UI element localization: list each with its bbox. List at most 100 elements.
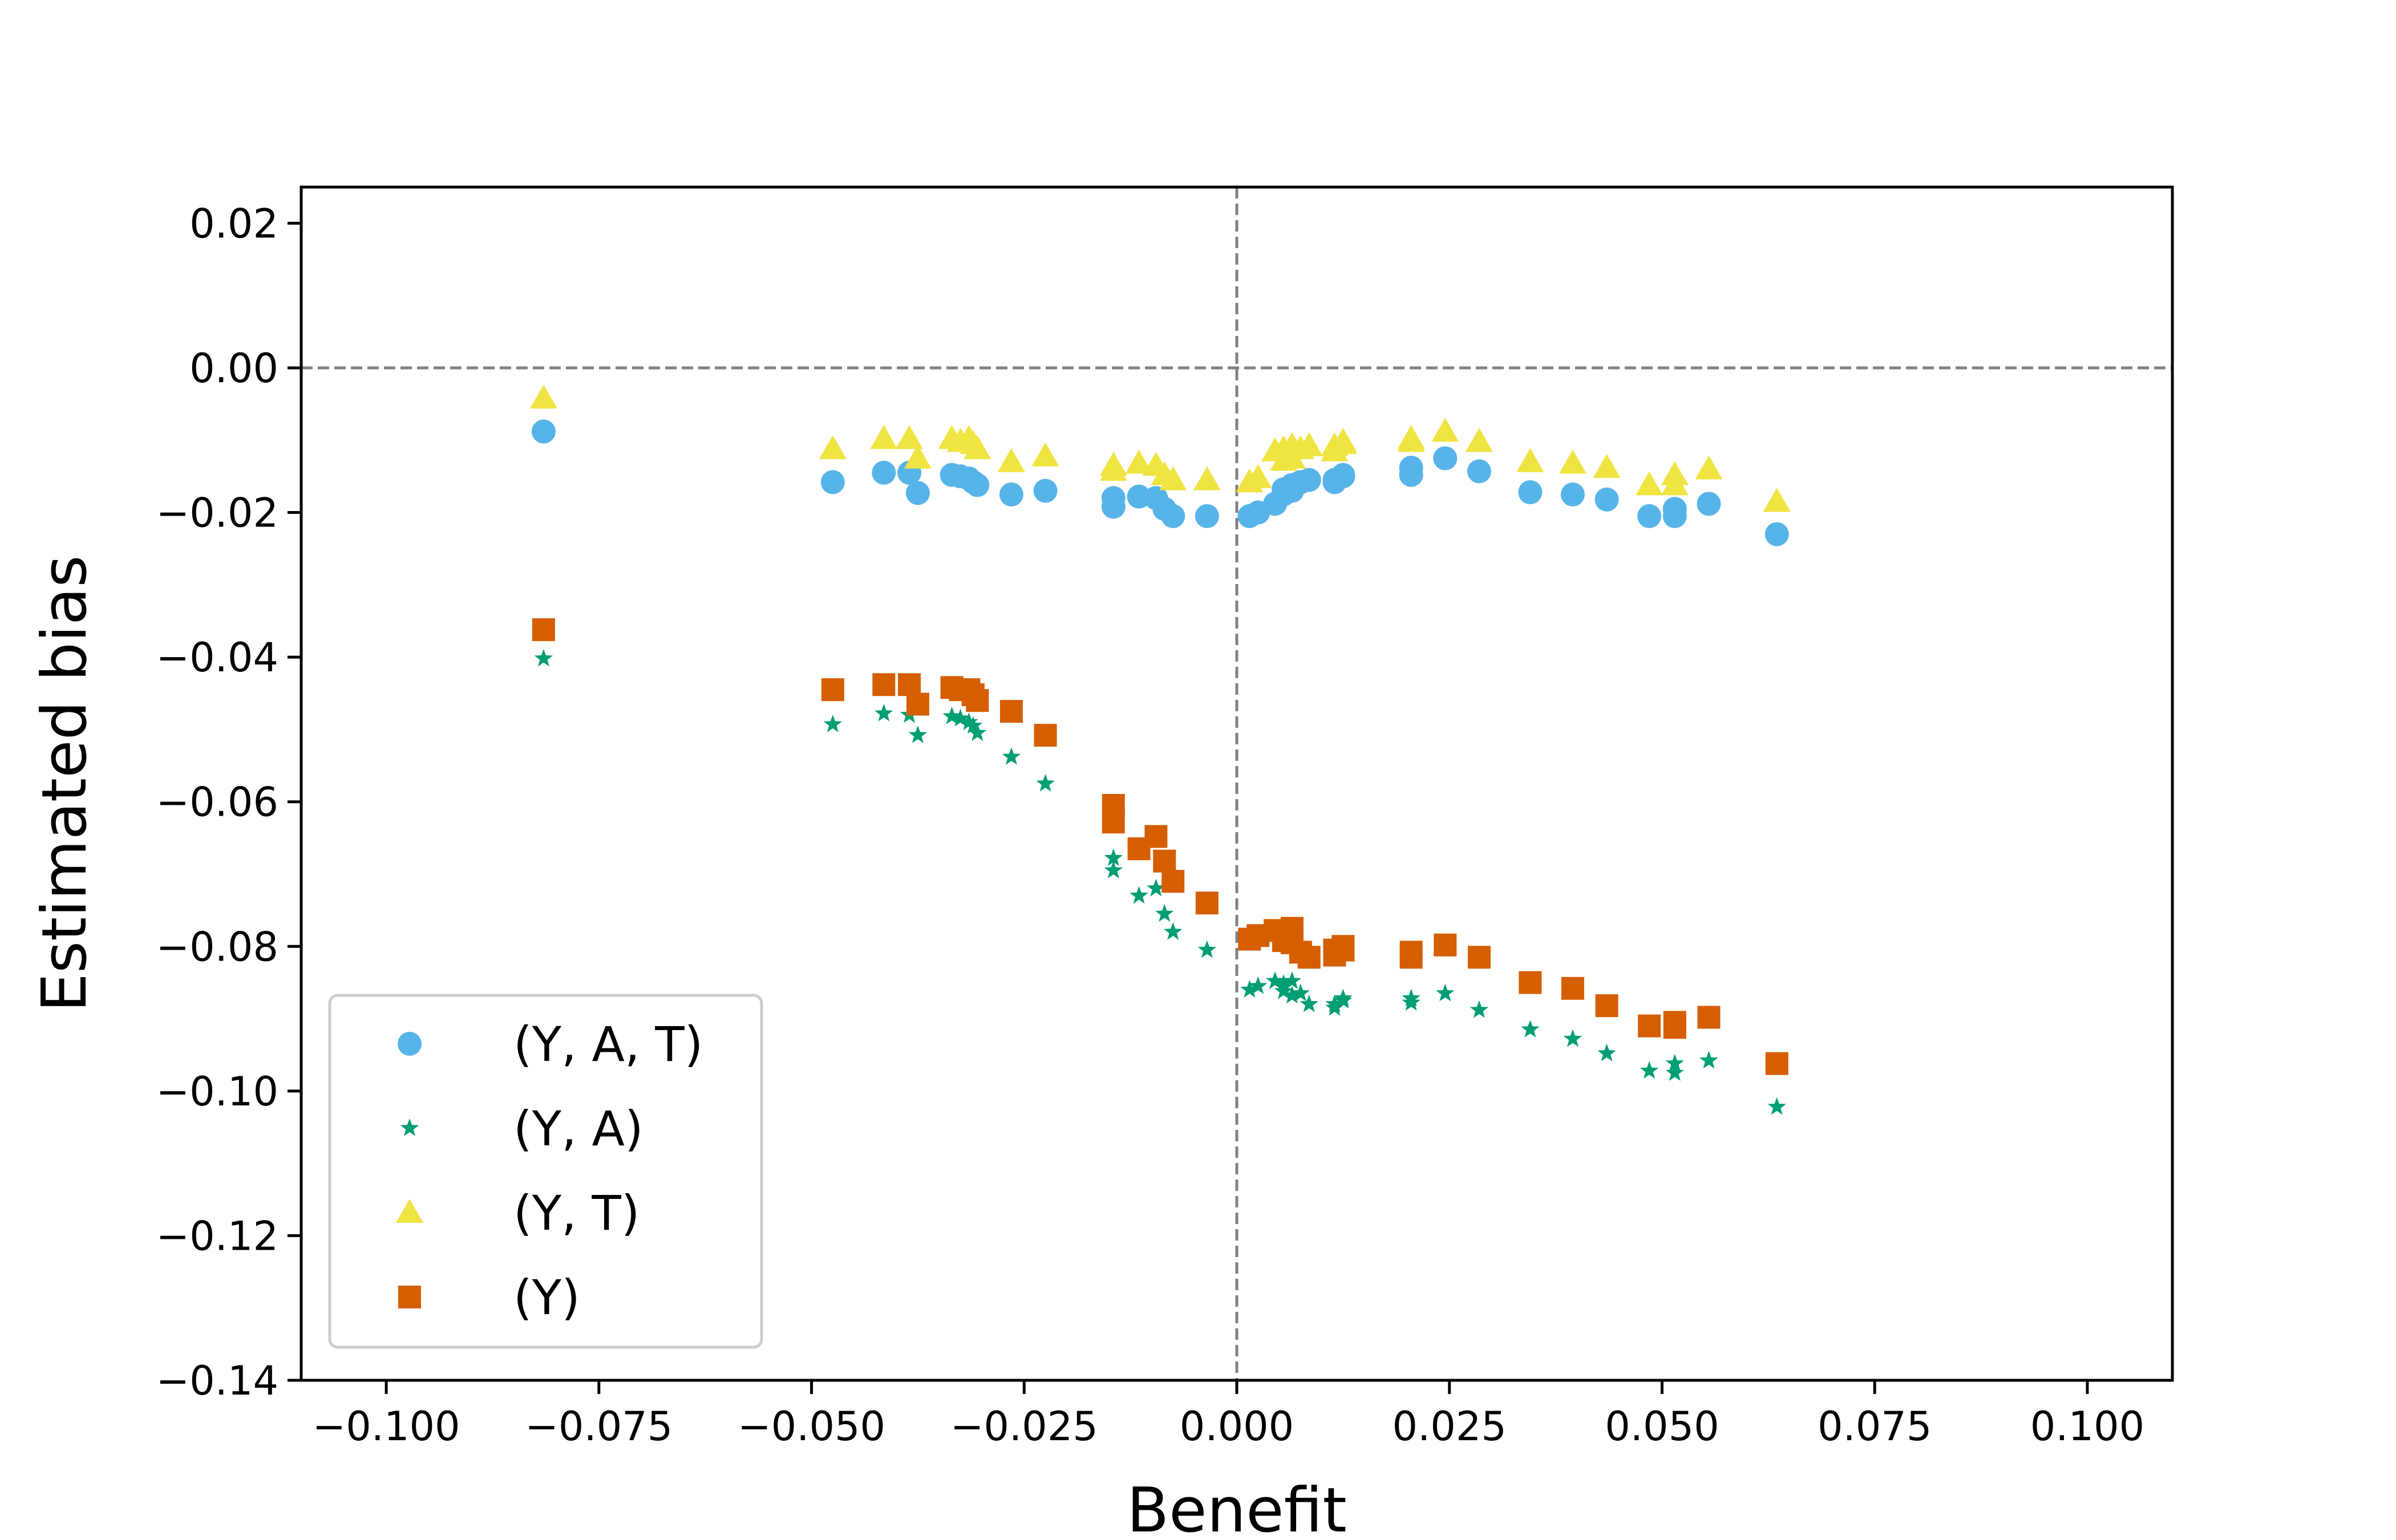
star-point — [1147, 878, 1165, 897]
y-tick-label: −0.14 — [156, 1357, 278, 1404]
star-point — [1265, 971, 1285, 989]
star-point — [1104, 848, 1123, 866]
series-triangle — [529, 384, 1791, 512]
data-points — [529, 384, 1791, 1115]
circle-point — [1637, 504, 1662, 528]
star-point — [1402, 988, 1420, 1007]
triangle-point — [1329, 428, 1357, 452]
star-point — [1665, 1053, 1684, 1072]
y-tick-label: −0.02 — [156, 490, 278, 537]
y-tick-label: −0.08 — [156, 923, 278, 970]
y-tick-label: −0.12 — [156, 1213, 278, 1259]
square-point — [906, 692, 929, 716]
circle-point — [1033, 479, 1058, 503]
square-point — [821, 678, 844, 702]
star-point — [1699, 1051, 1718, 1069]
star-point — [1597, 1043, 1616, 1061]
x-tick-label: −0.075 — [525, 1403, 673, 1450]
circle-point — [1195, 504, 1219, 528]
square-point — [1399, 946, 1423, 969]
star-point — [1282, 986, 1302, 1004]
star-point — [1249, 976, 1268, 994]
x-tick-label: 0.100 — [2030, 1403, 2144, 1450]
circle-point — [1399, 463, 1423, 487]
square-point — [898, 673, 921, 696]
circle-point — [1433, 446, 1458, 471]
triangle-point — [1031, 442, 1059, 467]
square-point — [1195, 891, 1219, 915]
circle-point — [1662, 504, 1687, 528]
triangle-point — [964, 435, 991, 459]
triangle-point — [1661, 471, 1689, 496]
star-point — [1197, 940, 1216, 958]
star-point — [1665, 1063, 1684, 1081]
y-tick-label: 0.00 — [189, 345, 278, 392]
y-axis-title: Estimated bias — [29, 556, 100, 1012]
triangle-point — [1295, 432, 1323, 456]
circle-point — [999, 482, 1023, 506]
star-point — [1300, 994, 1318, 1012]
y-tick-label: −0.04 — [156, 634, 278, 681]
star-point — [908, 726, 928, 743]
x-tick-label: 0.025 — [1393, 1403, 1507, 1450]
star-point — [1002, 747, 1021, 765]
circle-point — [531, 419, 556, 444]
series-square — [532, 618, 1788, 1075]
square-point — [1297, 946, 1321, 969]
star-point — [1240, 980, 1259, 998]
star-point — [1325, 998, 1344, 1016]
square-point — [1595, 994, 1618, 1018]
square-point — [1102, 810, 1125, 834]
triangle-point — [1244, 464, 1272, 488]
triangle-point — [1559, 449, 1586, 474]
legend-circle-marker — [398, 1032, 422, 1056]
triangle-point — [870, 425, 898, 449]
triangle-point — [1636, 471, 1664, 496]
star-point — [1767, 1097, 1786, 1115]
x-tick-label: 0.050 — [1605, 1403, 1719, 1450]
square-point — [1144, 825, 1168, 848]
circle-point — [1594, 487, 1619, 512]
star-point — [942, 707, 961, 724]
x-axis: −0.100 −0.075 −0.050 −0.025 0.000 0.025 0.050 0… — [313, 1380, 2144, 1450]
square-point — [1765, 1052, 1788, 1075]
legend-box — [328, 994, 763, 1349]
triangle-point — [1516, 448, 1544, 472]
star-point — [1130, 886, 1148, 904]
circle-point — [965, 473, 990, 497]
square-point — [999, 700, 1023, 723]
legend-label: (Y, A) — [513, 1101, 643, 1157]
star-point — [960, 712, 978, 730]
triangle-point — [1193, 466, 1221, 491]
star-point — [1274, 981, 1293, 999]
square-point — [1697, 1006, 1721, 1029]
x-tick-label: 0.000 — [1180, 1403, 1294, 1450]
x-tick-label: 0.075 — [1818, 1403, 1932, 1450]
legend-label: (Y) — [513, 1270, 580, 1326]
star-point — [1036, 774, 1055, 792]
triangle-point — [1431, 418, 1459, 442]
legend-triangle-marker — [396, 1199, 423, 1223]
square-point — [1638, 1014, 1661, 1038]
square-point — [1280, 917, 1304, 940]
star-point — [968, 723, 987, 741]
square-point — [532, 618, 555, 641]
star-point — [1470, 1000, 1489, 1018]
circle-point — [1467, 459, 1491, 484]
star-point — [1282, 971, 1302, 989]
triangle-point — [997, 448, 1025, 472]
triangle-point — [529, 384, 557, 409]
star-point — [823, 715, 842, 732]
square-point — [1467, 946, 1491, 969]
triangle-point — [1125, 449, 1153, 474]
circle-point — [1331, 463, 1355, 487]
legend-star-marker — [400, 1118, 419, 1136]
series-circle — [531, 419, 1789, 546]
square-point — [1153, 849, 1176, 873]
y-tick-label: −0.10 — [156, 1068, 278, 1115]
triangle-point — [1397, 428, 1425, 452]
star-point — [1563, 1029, 1583, 1047]
square-point — [1663, 1016, 1686, 1039]
legend: (Y, A, T) (Y, A) (Y, T) (Y) — [328, 994, 763, 1349]
